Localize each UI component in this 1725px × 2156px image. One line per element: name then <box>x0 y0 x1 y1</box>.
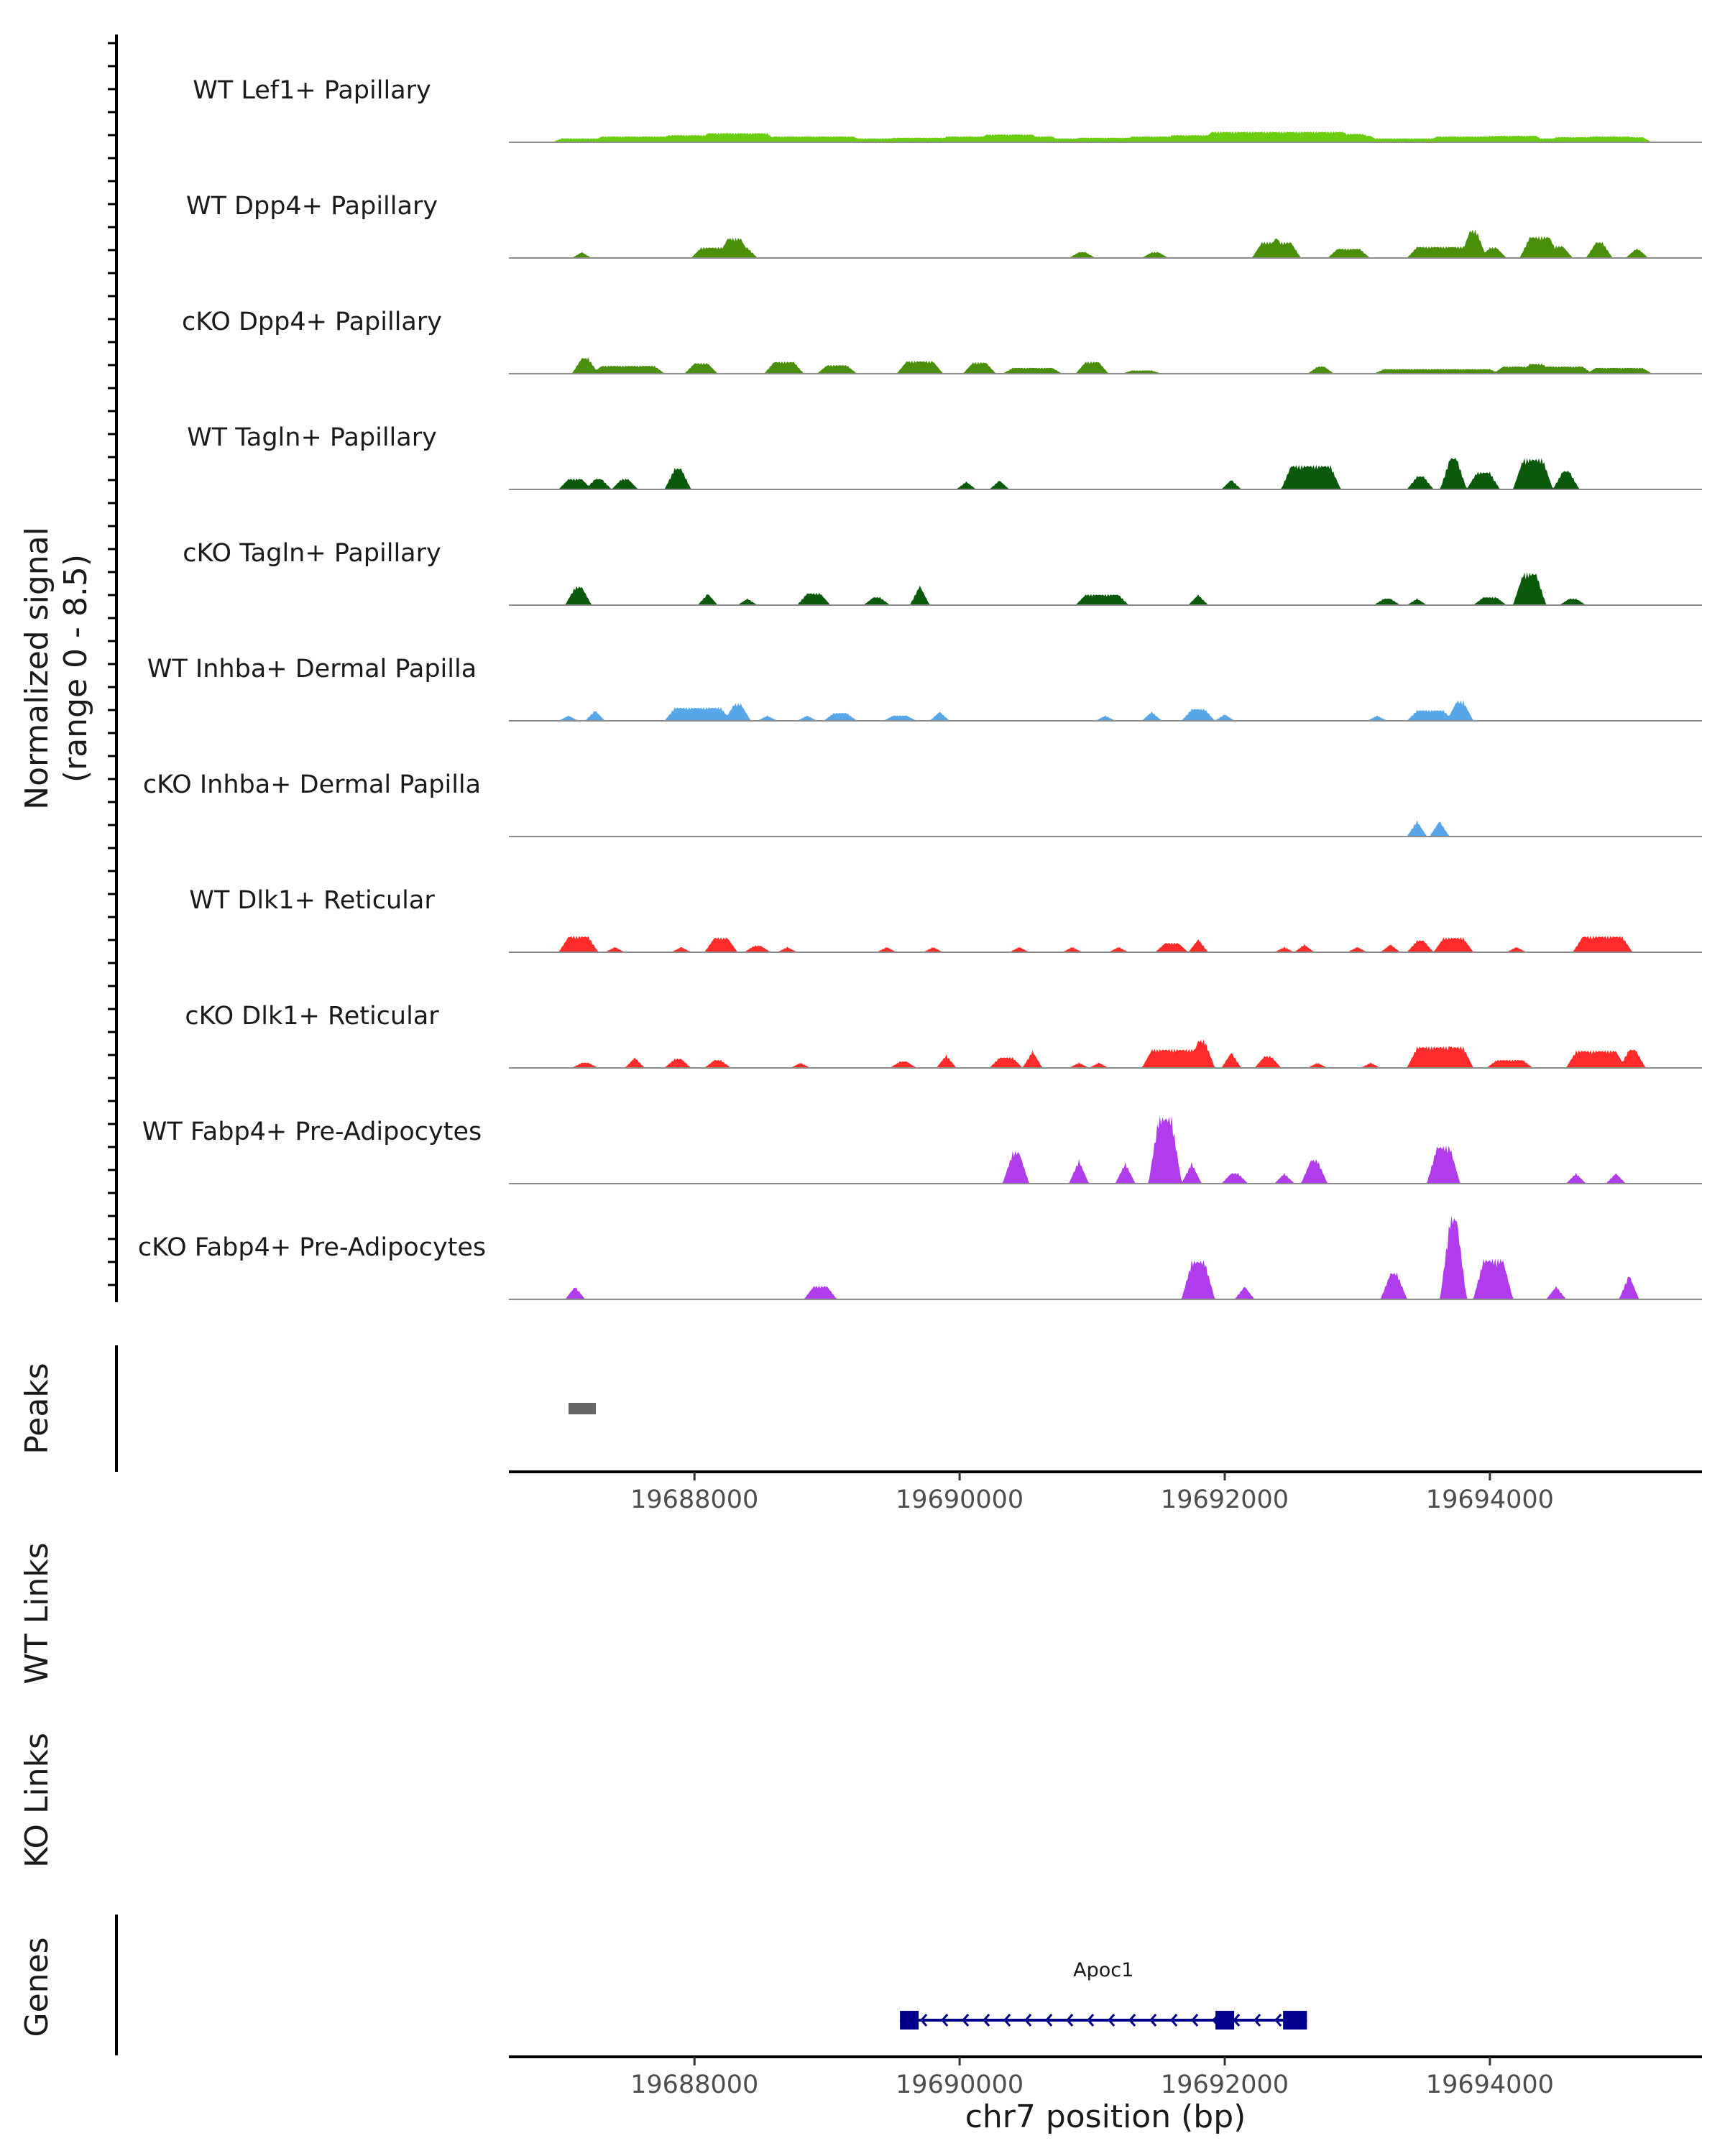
track-signal-area <box>509 572 1702 605</box>
ko-links-label: KO Links <box>19 1733 55 1868</box>
track-cko-tagln-papillary: cKO Tagln+ Papillary <box>183 539 1702 606</box>
strand-arrow <box>1045 2014 1053 2027</box>
track-label: cKO Dpp4+ Papillary <box>182 308 442 336</box>
track-signal-area <box>509 700 1702 721</box>
track-signal-area <box>509 457 1702 489</box>
coverage-y-ticks <box>108 42 116 1286</box>
strand-arrow <box>1128 2014 1136 2027</box>
x-tick-label: 19694000 <box>1426 1485 1554 1514</box>
strand-arrow <box>1108 2014 1116 2027</box>
strand-arrow <box>941 2014 949 2027</box>
x-tick-label: 19692000 <box>1161 2070 1289 2099</box>
track-signal-area <box>509 1115 1702 1184</box>
peak-interval <box>569 1403 596 1414</box>
gene-label: Apoc1 <box>1073 1959 1133 1981</box>
x-tick-label: 19688000 <box>630 2070 758 2099</box>
track-signal-area <box>509 131 1702 142</box>
track-cko-fabp4-pre-adipocytes: cKO Fabp4+ Pre-Adipocytes <box>138 1215 1702 1300</box>
coverage-y-range-label: (range 0 - 8.5) <box>58 554 94 783</box>
track-label: WT Tagln+ Papillary <box>187 423 437 452</box>
strand-arrow <box>1149 2014 1157 2027</box>
gene-exon <box>1283 2011 1307 2030</box>
strand-arrow <box>920 2014 928 2027</box>
track-wt-tagln-papillary: WT Tagln+ Papillary <box>187 423 1702 490</box>
track-cko-dlk1-reticular: cKO Dlk1+ Reticular <box>185 1002 1702 1069</box>
strand-arrow <box>1254 2014 1261 2027</box>
coverage-y-label: Normalized signal <box>19 527 55 810</box>
track-signal-area <box>509 229 1702 258</box>
track-wt-dpp4-papillary: WT Dpp4+ Papillary <box>186 192 1702 259</box>
x-axis-ticks-bottom: 19688000 19690000 19692000 19694000 <box>630 2057 1554 2099</box>
strand-arrow <box>1191 2014 1199 2027</box>
track-wt-lef1-papillary: WT Lef1+ Papillary <box>193 76 1702 143</box>
gene-exon <box>1215 2011 1235 2030</box>
track-wt-inhba-dermal-papilla: WT Inhba+ Dermal Papilla <box>147 655 1702 722</box>
strand-arrow <box>1233 2014 1241 2027</box>
track-label: cKO Tagln+ Papillary <box>183 539 441 568</box>
strand-arrow <box>1087 2014 1095 2027</box>
track-signal-area <box>509 936 1702 952</box>
track-signal-area <box>509 357 1702 374</box>
track-cko-inhba-dermal-papilla: cKO Inhba+ Dermal Papilla <box>143 770 1702 837</box>
track-label: WT Inhba+ Dermal Papilla <box>147 655 477 683</box>
track-label: WT Dpp4+ Papillary <box>186 192 438 221</box>
track-wt-dlk1-reticular: WT Dlk1+ Reticular <box>189 886 1702 953</box>
strand-arrow <box>1024 2014 1032 2027</box>
track-wt-fabp4-pre-adipocytes: WT Fabp4+ Pre-Adipocytes <box>142 1115 1702 1184</box>
strand-arrow <box>962 2014 970 2027</box>
strand-arrow <box>1003 2014 1011 2027</box>
strand-arrow <box>1170 2014 1178 2027</box>
track-signal-area <box>509 820 1702 837</box>
track-label: cKO Fabp4+ Pre-Adipocytes <box>138 1233 486 1262</box>
x-axis-ticks-top: 19688000 19690000 19692000 19694000 <box>630 1472 1554 1514</box>
x-tick-label: 19688000 <box>630 1485 758 1514</box>
track-label: WT Dlk1+ Reticular <box>189 886 435 915</box>
x-tick-label: 19692000 <box>1161 1485 1289 1514</box>
gene-models: Apoc1 <box>900 1959 1307 2030</box>
track-label: cKO Inhba+ Dermal Papilla <box>143 770 481 799</box>
x-tick-label: 19690000 <box>896 2070 1024 2099</box>
gene-exon <box>900 2011 919 2030</box>
genes-label: Genes <box>19 1937 55 2037</box>
track-label: cKO Dlk1+ Reticular <box>185 1002 439 1031</box>
peak-intervals <box>569 1403 596 1414</box>
x-tick-label: 19694000 <box>1426 2070 1554 2099</box>
strand-arrow <box>1274 2014 1282 2027</box>
track-cko-dpp4-papillary: cKO Dpp4+ Papillary <box>182 308 1702 374</box>
x-tick-label: 19690000 <box>896 1485 1024 1514</box>
wt-links-label: WT Links <box>19 1542 55 1684</box>
coverage-tracks: WT Lef1+ Papillary WT Dpp4+ Papillary cKO … <box>138 76 1702 1300</box>
track-signal-area <box>509 1039 1702 1068</box>
strand-arrow <box>983 2014 990 2027</box>
x-axis-title: chr7 position (bp) <box>965 2099 1246 2135</box>
peaks-label: Peaks <box>19 1363 55 1454</box>
track-signal-area <box>509 1215 1702 1299</box>
track-label: WT Fabp4+ Pre-Adipocytes <box>142 1118 482 1146</box>
strand-arrow <box>1066 2014 1074 2027</box>
track-label: WT Lef1+ Papillary <box>193 76 431 105</box>
